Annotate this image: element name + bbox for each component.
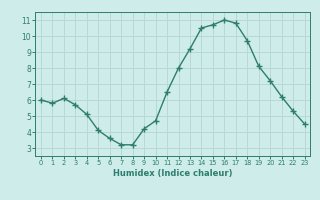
X-axis label: Humidex (Indice chaleur): Humidex (Indice chaleur)	[113, 169, 233, 178]
